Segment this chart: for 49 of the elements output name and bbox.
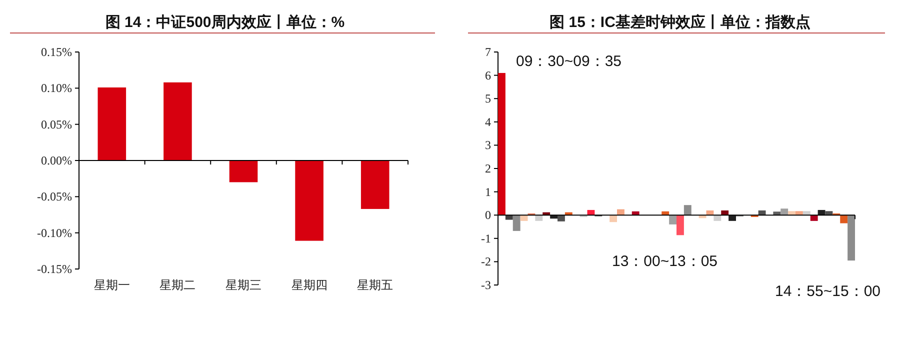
bar [558, 215, 565, 222]
y-tick-label: 2 [485, 162, 491, 176]
y-tick-label: -0.10% [37, 226, 72, 240]
y-tick-label: 0.05% [41, 117, 72, 132]
x-tick-label: 星期二 [160, 278, 196, 292]
bar [498, 72, 506, 216]
chart-title: 图 15：IC基差时钟效应丨单位：指数点 [550, 13, 810, 31]
x-tick-label: 星期三 [226, 278, 262, 292]
bar [728, 215, 736, 221]
bar [676, 215, 684, 236]
y-tick-label: 7 [485, 45, 491, 59]
y-tick-label: -3 [481, 278, 491, 292]
y-tick-label: 6 [485, 68, 491, 82]
bar [610, 215, 617, 222]
y-tick-label: -1 [481, 231, 491, 246]
bar [229, 160, 258, 182]
y-tick-label: 1 [485, 184, 491, 199]
y-tick-label: 0.15% [41, 45, 72, 59]
x-tick-label: 星期四 [291, 278, 328, 292]
x-tick-label: 星期一 [94, 278, 130, 292]
bar [810, 215, 818, 221]
bar [780, 208, 788, 216]
bar [98, 87, 126, 160]
bar [505, 215, 513, 220]
y-tick-label: -0.15% [37, 262, 72, 276]
y-tick-label: 0.00% [41, 154, 72, 168]
bar [520, 215, 528, 221]
bar [535, 215, 543, 221]
bar [714, 215, 722, 221]
annotation: 13：00~13：05 [612, 253, 718, 270]
y-tick-label: 4 [485, 114, 491, 129]
bar [848, 215, 855, 261]
bar [360, 160, 390, 209]
annotation: 14：55~15：00 [775, 283, 880, 300]
bar [295, 160, 324, 241]
y-tick-label: 3 [485, 138, 491, 152]
annotation: 09：30~09：35 [516, 53, 622, 70]
x-tick-label: 星期五 [357, 278, 394, 292]
bar [512, 215, 520, 231]
y-tick-label: 0.10% [41, 81, 72, 96]
bar [684, 205, 692, 216]
y-tick-label: 0 [485, 208, 491, 222]
bar [164, 82, 192, 160]
bar [669, 215, 676, 224]
y-tick-label: -2 [481, 254, 491, 269]
bar [840, 215, 848, 224]
y-tick-label: -0.05% [37, 190, 72, 204]
y-tick-label: 5 [485, 92, 491, 106]
chart-title: 图 14：中证500周内效应丨单位：% [105, 13, 345, 31]
